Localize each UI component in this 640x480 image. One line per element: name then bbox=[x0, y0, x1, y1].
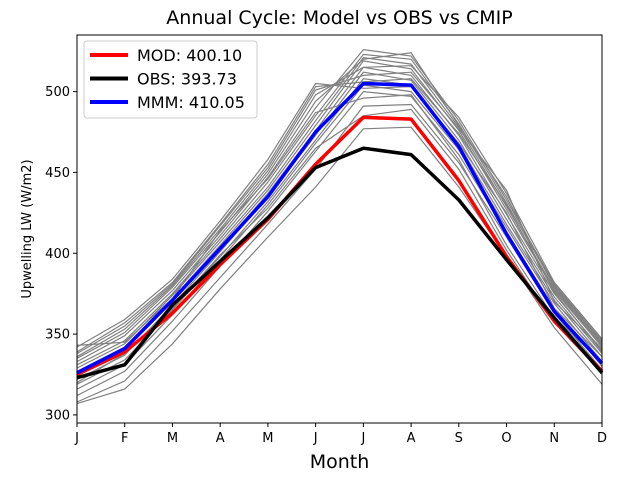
ensemble-line-11 bbox=[76, 48, 603, 363]
y-tick-label: 500 bbox=[45, 85, 70, 100]
x-tick-label: J bbox=[74, 431, 79, 446]
legend-label-mod: MOD: 400.10 bbox=[137, 46, 242, 65]
x-tick-label: M bbox=[167, 431, 178, 446]
x-axis-label: Month bbox=[310, 451, 370, 473]
legend-label-mmm: MMM: 410.05 bbox=[137, 93, 245, 112]
chart-title: Annual Cycle: Model vs OBS vs CMIP bbox=[166, 7, 512, 29]
series-lines bbox=[76, 81, 604, 380]
y-tick-label: 450 bbox=[45, 166, 70, 181]
ensemble-line-12 bbox=[76, 52, 603, 359]
ensemble-line-16 bbox=[76, 82, 603, 358]
y-axis-label: Upwelling LW (W/m2) bbox=[20, 159, 35, 298]
obs-line bbox=[76, 146, 604, 380]
legend: MOD: 400.10 OBS: 393.73 MMM: 410.05 bbox=[83, 40, 258, 119]
x-tick-label: J bbox=[313, 431, 318, 446]
x-tick-label: F bbox=[121, 431, 128, 446]
x-tick-label: N bbox=[549, 431, 559, 446]
y-tick-label: 400 bbox=[45, 247, 70, 262]
plot-frame bbox=[76, 34, 603, 424]
x-tick-label: M bbox=[262, 431, 273, 446]
x-tick-label: D bbox=[597, 431, 607, 446]
y-axis-ticks: 300 350 400 450 500 bbox=[45, 85, 77, 423]
ensemble-line-10 bbox=[76, 53, 603, 366]
mmm-line bbox=[76, 81, 604, 375]
legend-label-obs: OBS: 393.73 bbox=[137, 70, 237, 89]
x-tick-label: J bbox=[360, 431, 365, 446]
x-tick-label: S bbox=[455, 431, 463, 446]
ensemble-line-1 bbox=[76, 126, 603, 405]
y-tick-label: 350 bbox=[45, 328, 70, 343]
x-tick-label: A bbox=[407, 431, 416, 446]
y-tick-label: 300 bbox=[45, 408, 70, 423]
ensemble-line-15 bbox=[76, 78, 603, 353]
x-tick-label: O bbox=[501, 431, 511, 446]
x-tick-label: A bbox=[216, 431, 225, 446]
legend-box bbox=[83, 40, 258, 119]
ensemble-line-4 bbox=[76, 84, 603, 390]
ensemble-line-14 bbox=[76, 71, 603, 355]
